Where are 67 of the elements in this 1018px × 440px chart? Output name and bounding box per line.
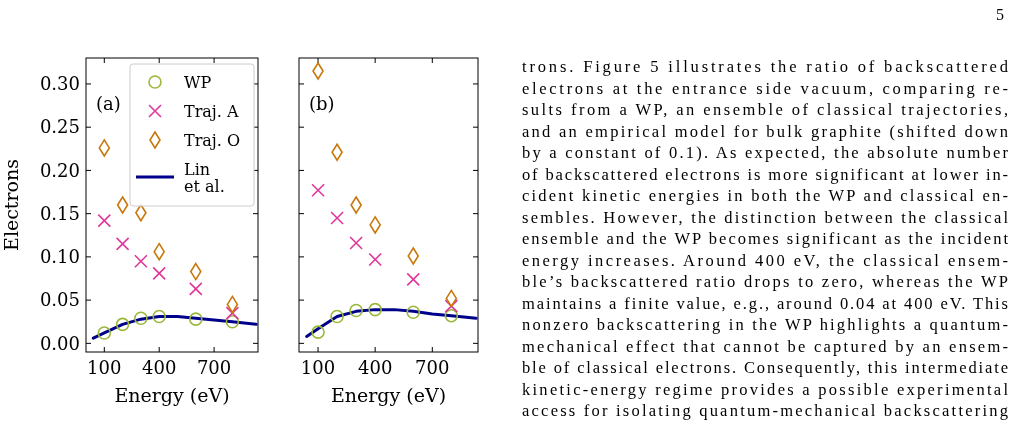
legend-label: Traj. A bbox=[184, 101, 239, 121]
point bbox=[134, 254, 148, 269]
y-tick-label: 0.00 bbox=[39, 332, 80, 354]
x-tick-label: 100 bbox=[300, 357, 336, 378]
text: of backscattered electrons is more significant at lower in- bbox=[522, 164, 1008, 184]
text: nonzero backscattering in the WP highlights a quantum- bbox=[522, 315, 1008, 334]
text: by a constant of 0.1). As expected, the absolute number bbox=[522, 143, 1009, 162]
point bbox=[406, 305, 421, 320]
point bbox=[311, 325, 325, 339]
text: maintains a finite value, e.g., around 0.04 at 400 eV. This bbox=[522, 293, 1008, 313]
x-axis-title: Energy (eV) bbox=[114, 384, 230, 406]
annotation: (a) bbox=[96, 93, 121, 114]
point bbox=[225, 306, 240, 320]
y-tick-label: 0.05 bbox=[39, 289, 80, 311]
text: kinetic-energy regime provides a possible experimental bbox=[522, 379, 1009, 399]
legend-label: WP bbox=[184, 72, 212, 92]
text: access for isolating quantum-mechanical backscattering bbox=[522, 401, 1008, 420]
point bbox=[188, 312, 203, 326]
point bbox=[407, 247, 420, 265]
x-axis-title: Energy (eV) bbox=[330, 384, 447, 406]
point bbox=[330, 309, 344, 324]
point bbox=[134, 311, 148, 326]
point bbox=[97, 326, 112, 340]
text: ble’s backscattered ratio drops to zero, whereas the WP bbox=[522, 272, 1008, 291]
x-tick-label: 700 bbox=[196, 357, 232, 378]
text: ble of classical electrons. Consequently, this intermediate bbox=[522, 358, 1008, 377]
text: cident kinetic energies in both the WP and classical en- bbox=[522, 186, 1008, 205]
y-tick-label: 0.30 bbox=[39, 73, 80, 95]
point bbox=[444, 308, 459, 323]
text: energy increases. Around 400 eV, the classical ensem- bbox=[522, 250, 1008, 270]
point bbox=[368, 302, 382, 317]
x-tick-label: 400 bbox=[357, 357, 393, 378]
y-axis-title: Electrons bbox=[0, 159, 22, 251]
point bbox=[152, 266, 166, 281]
point bbox=[349, 303, 363, 318]
point bbox=[406, 272, 421, 287]
point bbox=[115, 237, 130, 251]
point bbox=[152, 309, 166, 324]
point bbox=[311, 183, 325, 198]
point bbox=[116, 196, 129, 214]
text: and an empirical model for bulk graphite (shifted down bbox=[522, 121, 1008, 141]
text: sembles. However, the distinction between the classical bbox=[522, 207, 1009, 227]
y-tick-label: 0.15 bbox=[39, 202, 80, 224]
x-tick-label: 400 bbox=[142, 357, 177, 378]
text: 5 bbox=[996, 6, 1004, 23]
text: sults from a WP, an ensemble of classical trajectories, bbox=[522, 100, 1008, 119]
point bbox=[349, 236, 363, 250]
legend-label: Lin et al. bbox=[184, 159, 225, 197]
point bbox=[188, 282, 203, 296]
point bbox=[97, 213, 112, 228]
text: trons. Figure 5 illustrates the ratio of backscattered bbox=[522, 57, 1009, 76]
y-tick-label: 0.10 bbox=[39, 246, 80, 268]
annotation: (b) bbox=[309, 93, 335, 114]
y-tick-label: 0.20 bbox=[39, 159, 80, 181]
point bbox=[444, 299, 459, 313]
text: mechanical effect that cannot be captured by an ensem- bbox=[522, 336, 1008, 356]
point bbox=[225, 314, 240, 329]
point bbox=[98, 139, 111, 157]
text: ensemble and the WP becomes significant as the incident bbox=[522, 229, 1009, 248]
legend-label: Traj. O bbox=[184, 130, 241, 150]
point bbox=[330, 211, 344, 225]
y-tick-label: 0.25 bbox=[39, 116, 80, 138]
text: electrons at the entrance side vacuum, comparing re- bbox=[522, 78, 1008, 98]
x-tick-label: 700 bbox=[415, 357, 450, 378]
point bbox=[368, 252, 382, 267]
point bbox=[115, 317, 130, 332]
x-tick-label: 100 bbox=[87, 357, 122, 378]
